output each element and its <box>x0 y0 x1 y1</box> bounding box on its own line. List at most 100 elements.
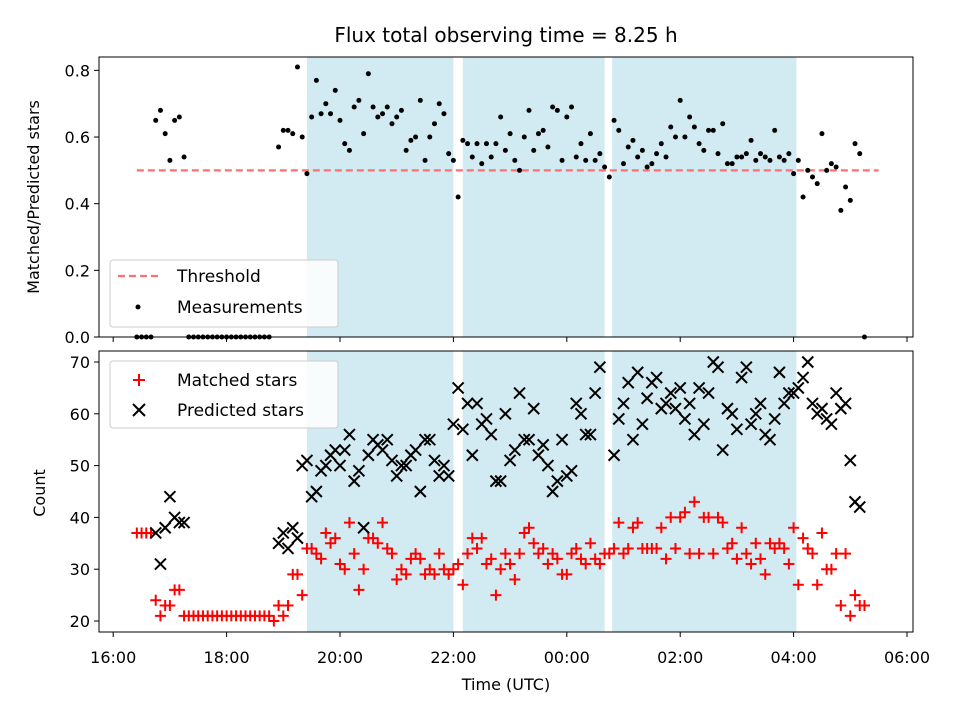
predicted-point <box>692 381 706 395</box>
measurement-point <box>526 107 532 113</box>
observing-span <box>612 57 797 337</box>
y-tick-label: 70 <box>70 353 90 372</box>
measurement-point <box>569 104 575 110</box>
legend-label: Threshold <box>176 267 261 287</box>
measurement-point <box>701 147 707 153</box>
predicted-point <box>177 516 191 529</box>
measurement-point <box>602 164 608 170</box>
matched-point <box>613 517 625 529</box>
measurement-point <box>417 97 423 103</box>
count-panel: 20 30 40 50 60 70 16:00 18:00 20:00 22:00 00:00 02… <box>30 350 930 694</box>
predicted-point <box>593 360 607 374</box>
predicted-point <box>461 397 474 410</box>
measurement-point <box>758 151 764 157</box>
y-tick-label: 60 <box>70 405 90 424</box>
x-axis-ticks <box>112 337 908 342</box>
x-tick-label: 00:00 <box>544 648 590 667</box>
matched-point <box>759 568 771 580</box>
predicted-point <box>688 428 701 441</box>
measurement-point <box>810 174 815 180</box>
measurement-point <box>365 71 371 77</box>
measurement-point <box>852 141 858 147</box>
matched-point <box>343 517 355 529</box>
measurement-point <box>672 134 678 140</box>
measurement-point <box>748 137 754 143</box>
measurement-point <box>493 141 499 147</box>
matched-point <box>480 558 492 570</box>
predicted-point <box>333 459 347 472</box>
predicted-point <box>768 412 781 426</box>
matched-point <box>476 532 488 544</box>
predicted-point <box>163 490 177 503</box>
matched-point <box>707 548 719 560</box>
measurement-point <box>767 157 773 163</box>
matched-point <box>310 548 322 560</box>
predicted-point <box>399 459 413 472</box>
predicted-point <box>395 459 408 472</box>
y-tick-label: 30 <box>70 560 90 579</box>
measurement-point <box>450 157 456 163</box>
measurement-point <box>465 141 471 147</box>
matched-point <box>584 537 596 549</box>
x-tick-label: 22:00 <box>430 648 476 667</box>
predicted-point <box>570 397 583 410</box>
measurement-point <box>753 157 759 163</box>
predicted-point <box>522 433 536 446</box>
predicted-point <box>527 402 540 415</box>
measurement-point <box>313 77 319 83</box>
measurement-point <box>644 164 650 170</box>
matched-point <box>452 558 464 570</box>
matched-point <box>429 568 440 580</box>
predicted-point <box>442 469 455 483</box>
matched-point <box>400 568 412 580</box>
measurement-point <box>654 151 660 157</box>
matched-point <box>594 558 606 570</box>
measurement-point <box>446 151 452 157</box>
predicted-point <box>546 485 559 498</box>
matched-point <box>273 599 285 611</box>
matched-point <box>665 511 677 523</box>
measurement-point <box>394 114 400 120</box>
matched-point <box>419 568 431 580</box>
measurement-point <box>181 154 187 160</box>
matched-point <box>471 542 483 554</box>
predicted-point <box>357 521 370 534</box>
measurement-point <box>564 114 570 120</box>
measurement-point <box>814 181 820 187</box>
measurement-point <box>172 117 178 123</box>
measurement-point <box>630 137 636 143</box>
predicted-point <box>503 454 517 467</box>
measurement-point <box>162 131 168 137</box>
matched-point <box>769 542 781 554</box>
measurement-point <box>346 147 352 153</box>
measurement-point <box>294 64 300 70</box>
matched-point <box>457 579 469 591</box>
measurement-point <box>460 137 466 143</box>
measurement-point <box>625 144 631 150</box>
measurement-point <box>427 134 433 140</box>
measurement-point <box>805 167 811 173</box>
y-tick-label: 40 <box>70 508 90 527</box>
predicted-point <box>839 397 852 410</box>
measurement-point <box>370 104 376 110</box>
matched-point <box>703 511 715 523</box>
predicted-point <box>773 366 786 379</box>
measurement-point <box>304 171 310 177</box>
predicted-point <box>390 469 403 483</box>
matched-point <box>447 563 459 575</box>
legend-box <box>109 259 339 328</box>
y-tick-label: 0.0 <box>65 328 90 347</box>
measurement-point <box>167 157 173 163</box>
matched-point <box>655 522 667 534</box>
matched-point <box>523 522 535 534</box>
measurement-point <box>639 147 645 153</box>
measurement-point <box>663 154 669 160</box>
measurement-point <box>611 117 617 123</box>
predicted-point <box>744 417 758 431</box>
matched-point <box>840 548 852 560</box>
matched-point <box>674 511 686 523</box>
matched-point <box>410 548 422 560</box>
measurement-point <box>616 127 622 133</box>
predicted-point <box>409 443 422 457</box>
matched-point <box>835 599 847 611</box>
